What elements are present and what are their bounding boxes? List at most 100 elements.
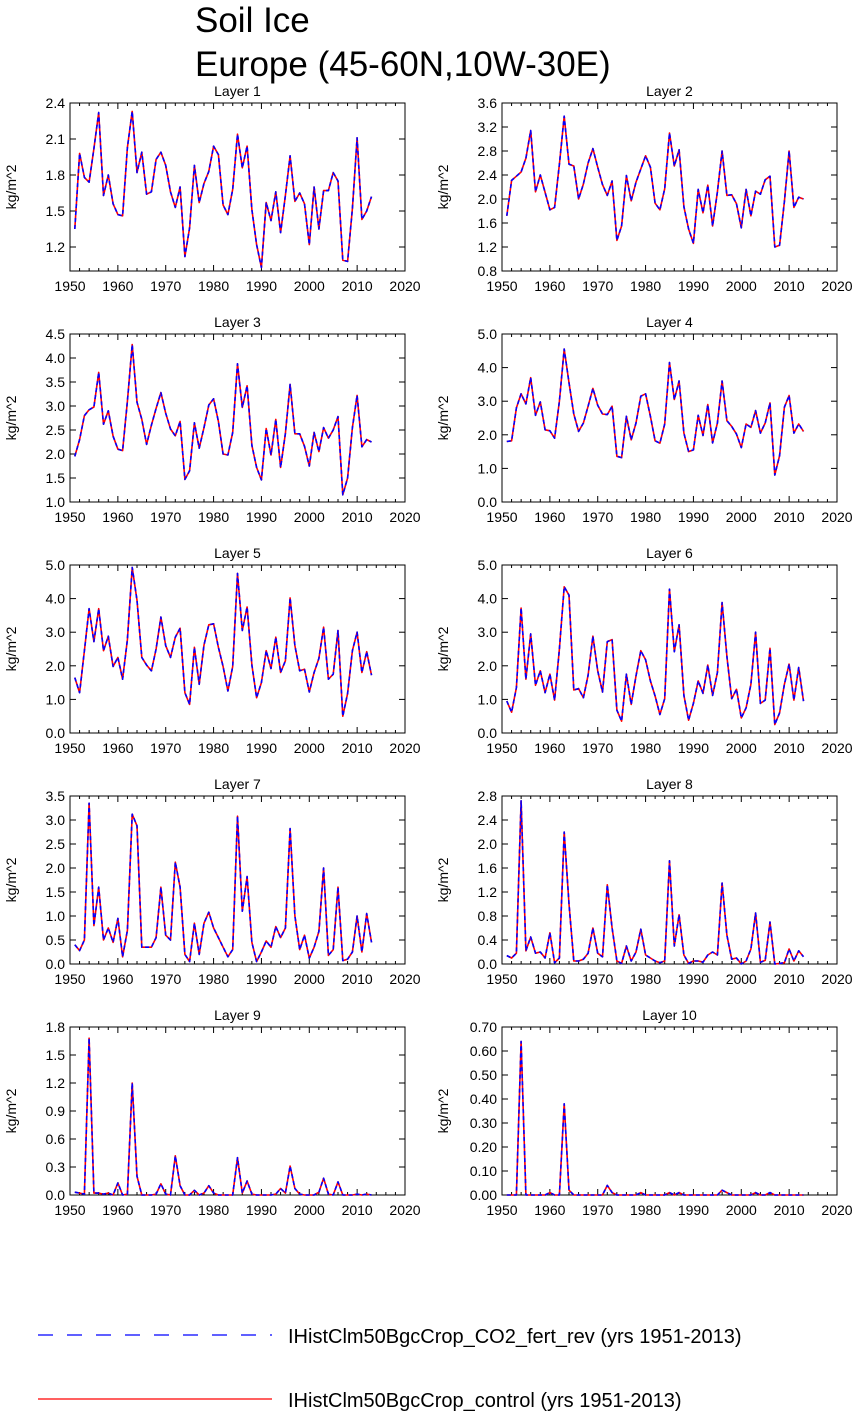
y-tick-label: 1.5 (46, 1047, 66, 1063)
x-tick-label: 2010 (774, 971, 805, 987)
y-axis-label: kg/m^2 (3, 1088, 19, 1133)
y-tick-label: 2.0 (46, 658, 66, 674)
x-tick-label: 1960 (102, 1202, 133, 1218)
y-tick-label: 0.10 (470, 1163, 497, 1179)
figure-title-line1: Soil Ice (195, 1, 310, 40)
y-tick-label: 0.0 (478, 956, 498, 972)
x-tick-label: 1990 (678, 740, 709, 756)
y-axis-label: kg/m^2 (3, 857, 19, 902)
plot-frame (501, 564, 838, 734)
y-tick-label: 2.0 (478, 658, 498, 674)
x-tick-label: 2020 (821, 1202, 852, 1218)
y-tick-label: 0.0 (46, 1187, 66, 1203)
panel-grid: Layer 1 kg/m^2 1950 1960 1970 1980 1990 2000 201… (3, 83, 853, 1218)
x-tick-label: 1980 (198, 278, 229, 294)
series-line-co2-fert-rev (506, 799, 805, 965)
series-line-control (506, 115, 804, 248)
x-tick-label: 2020 (389, 509, 420, 525)
x-tick-label: 1970 (582, 971, 613, 987)
x-tick-label: 1950 (486, 971, 517, 987)
x-tick-label: 1960 (534, 278, 565, 294)
y-tick-label: 0.0 (478, 494, 498, 510)
y-tick-label: 3.0 (46, 624, 66, 640)
x-tick-label: 1980 (198, 740, 229, 756)
x-tick-label: 2000 (726, 509, 757, 525)
x-tick-label: 1980 (630, 971, 661, 987)
x-tick-label: 1960 (534, 1202, 565, 1218)
series-line-control (74, 1037, 372, 1196)
y-tick-label: 1.0 (478, 460, 498, 476)
panel-title: Layer 4 (646, 314, 693, 330)
y-tick-label: 0.6 (46, 1131, 66, 1147)
series-line-control (74, 343, 372, 496)
y-tick-label: 2.8 (478, 143, 498, 159)
x-tick-label: 1950 (486, 278, 517, 294)
x-tick-label: 1970 (150, 740, 181, 756)
y-tick-label: 0.5 (46, 932, 66, 948)
x-tick-label: 1970 (582, 509, 613, 525)
x-tick-label: 1990 (246, 740, 277, 756)
y-tick-label: 1.0 (478, 691, 498, 707)
series-line-control (506, 1040, 804, 1196)
plot-frame (69, 102, 406, 272)
x-tick-label: 2020 (821, 971, 852, 987)
x-tick-label: 1970 (150, 971, 181, 987)
y-axis-label: kg/m^2 (435, 395, 451, 440)
y-tick-label: 1.6 (478, 860, 498, 876)
y-axis-label: kg/m^2 (3, 395, 19, 440)
panel-layer-5: Layer 5 kg/m^2 1950 1960 1970 1980 1990 2000 201… (3, 545, 421, 756)
y-tick-label: 0.50 (470, 1067, 497, 1083)
y-tick-label: 1.5 (46, 203, 66, 219)
x-tick-label: 1990 (246, 278, 277, 294)
x-tick-label: 2000 (726, 1202, 757, 1218)
y-tick-label: 0.9 (46, 1103, 66, 1119)
x-tick-label: 1950 (486, 509, 517, 525)
plot-frame (69, 564, 406, 734)
series-line-control (74, 110, 373, 269)
y-tick-label: 2.8 (478, 788, 498, 804)
y-tick-label: 0.0 (46, 725, 66, 741)
x-tick-label: 1980 (630, 740, 661, 756)
legend-label-co2-fert-rev: IHistClm50BgcCrop_CO2_fert_rev (yrs 1951… (288, 1326, 742, 1348)
panel-layer-3: Layer 3 kg/m^2 1950 1960 1970 1980 1990 2000 201… (3, 314, 421, 525)
y-tick-label: 2.0 (478, 191, 498, 207)
y-tick-label: 1.0 (46, 908, 66, 924)
x-tick-label: 1960 (534, 971, 565, 987)
x-tick-label: 2020 (389, 1202, 420, 1218)
y-tick-label: 0.20 (470, 1139, 497, 1155)
x-tick-label: 1960 (534, 509, 565, 525)
x-tick-label: 1960 (102, 971, 133, 987)
y-tick-label: 4.0 (46, 591, 66, 607)
x-tick-label: 1950 (486, 1202, 517, 1218)
x-tick-label: 1950 (54, 1202, 85, 1218)
x-tick-label: 2000 (726, 740, 757, 756)
y-axis-label: kg/m^2 (435, 1088, 451, 1133)
y-tick-label: 1.6 (478, 215, 498, 231)
x-tick-label: 2020 (821, 740, 852, 756)
y-axis-label: kg/m^2 (3, 164, 19, 209)
y-tick-label: 3.2 (478, 119, 498, 135)
y-tick-label: 4.0 (478, 360, 498, 376)
y-tick-label: 2.5 (46, 422, 66, 438)
y-tick-label: 2.4 (478, 812, 498, 828)
x-tick-label: 2000 (294, 509, 325, 525)
y-tick-label: 0.3 (46, 1159, 66, 1175)
x-tick-label: 1950 (54, 278, 85, 294)
x-tick-label: 2000 (726, 278, 757, 294)
x-tick-label: 1960 (102, 740, 133, 756)
panel-title: Layer 8 (646, 776, 693, 792)
x-tick-label: 2010 (342, 278, 373, 294)
x-tick-label: 1960 (102, 278, 133, 294)
x-tick-label: 1970 (582, 1202, 613, 1218)
plot-frame (69, 1026, 406, 1196)
x-tick-label: 1950 (486, 740, 517, 756)
panel-layer-10: Layer 10 kg/m^2 1950 1960 1970 1980 1990 2000 20… (435, 1007, 853, 1218)
y-tick-label: 3.5 (46, 374, 66, 390)
panel-title: Layer 7 (214, 776, 261, 792)
series-line-co2-fert-rev (74, 566, 373, 718)
x-tick-label: 1980 (630, 509, 661, 525)
y-tick-label: 3.0 (478, 624, 498, 640)
y-tick-label: 5.0 (478, 557, 498, 573)
x-tick-label: 1970 (150, 1202, 181, 1218)
